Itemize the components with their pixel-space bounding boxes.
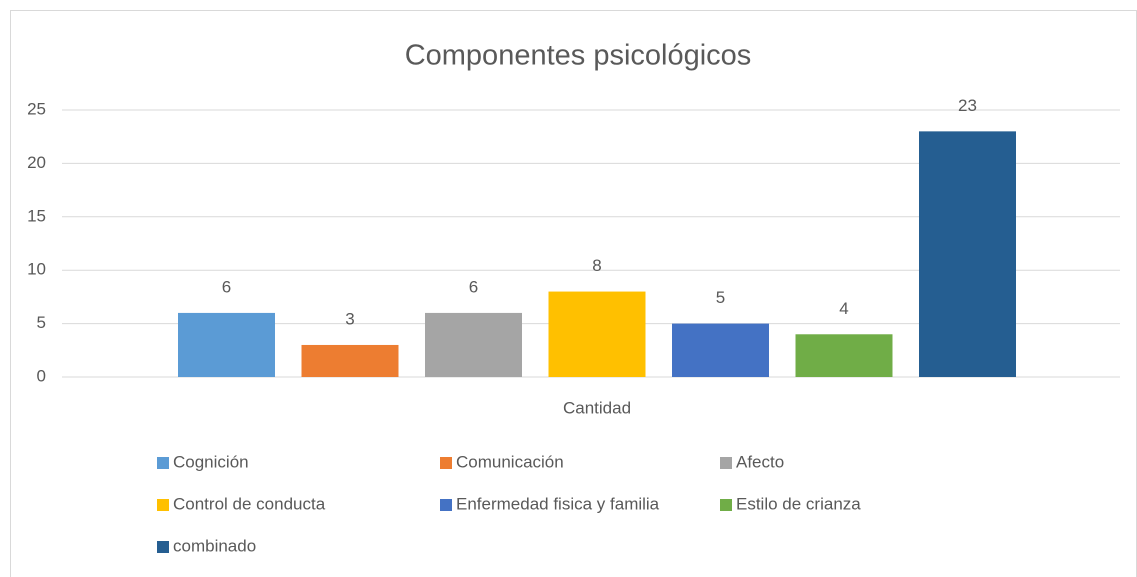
bar [425,312,522,377]
bar [672,323,769,377]
chart-title: Componentes psicológicos [405,40,752,72]
y-tick-label: 0 [37,366,46,385]
y-tick-label: 5 [37,313,46,332]
legend-label: Estilo de crianza [736,494,861,513]
bar [919,131,1016,377]
legend-swatch [720,499,732,511]
data-label: 6 [222,277,231,296]
y-tick-label: 20 [27,153,46,172]
bar [795,334,893,377]
data-label: 4 [839,299,848,318]
legend-swatch [440,499,452,511]
bar [301,344,399,377]
data-label: 23 [958,96,977,115]
legend-label: combinado [173,536,256,555]
data-label: 5 [716,288,725,307]
data-label: 8 [592,256,601,275]
legend-label: Enfermedad fisica y familia [456,494,660,513]
y-tick-label: 10 [27,260,46,279]
bar [178,312,275,377]
legend-swatch [720,457,732,469]
legend-swatch [157,499,169,511]
legend-swatch [440,457,452,469]
legend-label: Afecto [736,452,784,471]
bar [548,291,646,377]
x-tick-label: Cantidad [563,398,631,417]
data-label: 3 [345,309,354,328]
legend-label: Cognición [173,452,249,471]
legend-label: Control de conducta [173,494,326,513]
y-tick-label: 15 [27,206,46,225]
data-label: 6 [469,277,478,296]
legend-swatch [157,541,169,553]
legend-label: Comunicación [456,452,564,471]
y-tick-label: 25 [27,99,46,118]
legend-swatch [157,457,169,469]
